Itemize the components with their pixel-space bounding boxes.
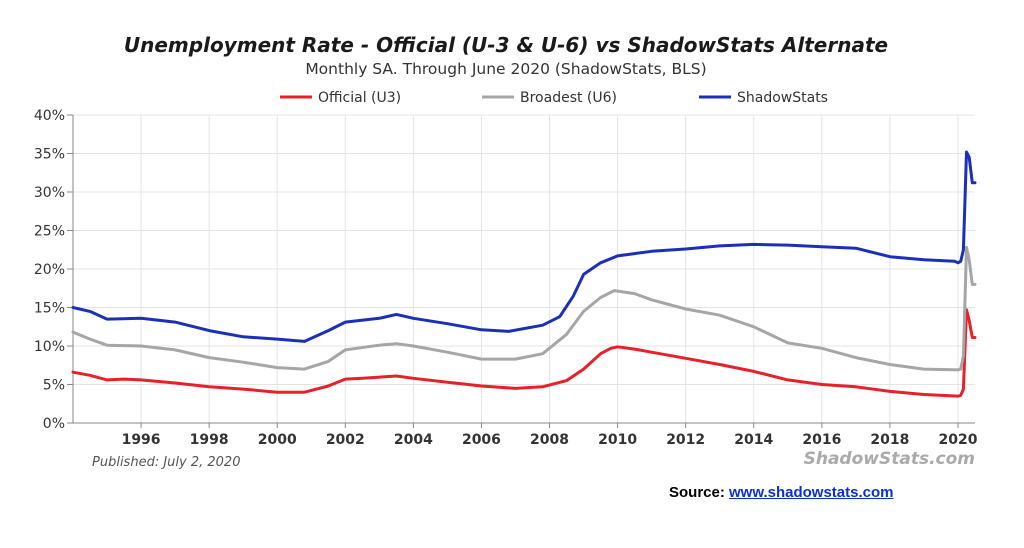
x-tick-label: 2012 xyxy=(666,432,705,448)
y-tick-label: 10% xyxy=(34,339,65,355)
x-tick-label: 2016 xyxy=(802,432,841,448)
chart-legend: Official (U3) Broadest (U6) ShadowStats xyxy=(280,90,828,106)
watermark-logo: ShadowStats.com xyxy=(804,449,975,469)
x-tick-label: 2010 xyxy=(598,432,637,448)
series-line-1 xyxy=(71,308,977,398)
chart-grid xyxy=(73,114,975,424)
x-tick-label: 2000 xyxy=(258,432,297,448)
chart-title: Unemployment Rate - Official (U-3 & U-6)… xyxy=(124,33,888,57)
published-date: Published: July 2, 2020 xyxy=(92,455,240,470)
y-tick-label: 30% xyxy=(34,185,65,201)
source-label: Source: xyxy=(669,484,730,501)
series-line-3 xyxy=(71,150,977,343)
chart-axes: 0% 5% 10% 15% 20% 25% 30% 35% 40% 1996 1998 2000 200… xyxy=(34,108,978,448)
x-tick-label: 2006 xyxy=(462,432,501,448)
y-tick-label: 40% xyxy=(34,108,65,124)
y-tick-label: 20% xyxy=(34,262,65,278)
x-tick-label: 1998 xyxy=(190,432,229,448)
x-tick-label: 2014 xyxy=(734,432,773,448)
y-tick-label: 25% xyxy=(34,224,65,240)
y-tick-label: 35% xyxy=(34,147,65,163)
x-tick-label: 2008 xyxy=(530,432,569,448)
legend-label: Broadest (U6) xyxy=(520,90,617,106)
x-tick-label: 2004 xyxy=(394,432,433,448)
source-line: Source: www.shadowstats.com xyxy=(669,484,894,501)
legend-label: Official (U3) xyxy=(318,90,401,106)
y-tick-label: 15% xyxy=(34,301,65,317)
y-tick-label: 5% xyxy=(43,378,65,394)
legend-label: ShadowStats xyxy=(737,90,828,106)
x-tick-label: 1996 xyxy=(122,432,161,448)
x-tick-label: 2002 xyxy=(326,432,365,448)
x-tick-label: 2020 xyxy=(938,432,977,448)
series-line-2 xyxy=(71,245,977,372)
chart-subtitle: Monthly SA. Through June 2020 (ShadowSta… xyxy=(305,60,706,78)
source-link[interactable]: www.shadowstats.com xyxy=(729,484,894,501)
chart-series xyxy=(71,150,977,398)
x-tick-label: 2018 xyxy=(870,432,909,448)
y-tick-label: 0% xyxy=(43,416,65,432)
